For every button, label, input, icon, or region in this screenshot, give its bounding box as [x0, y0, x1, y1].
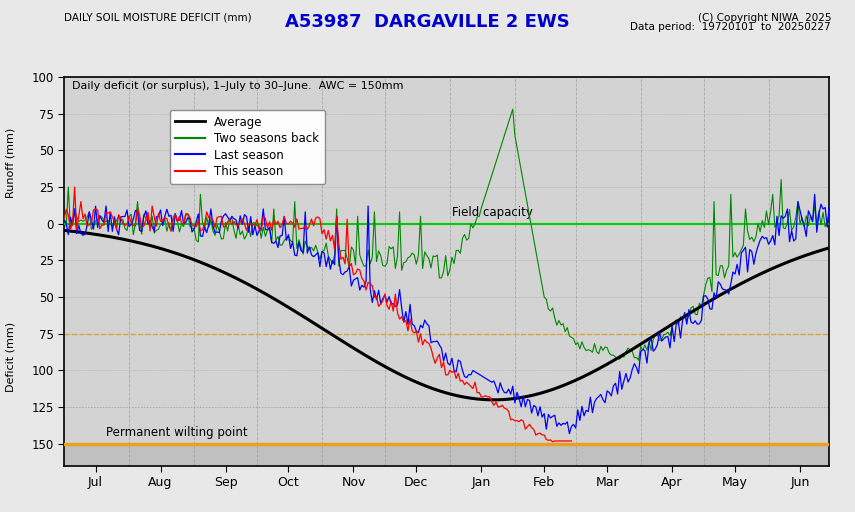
- Text: Runoff (mm): Runoff (mm): [6, 127, 15, 198]
- Text: Daily deficit (or surplus), 1–July to 30–June.  AWC = 150mm: Daily deficit (or surplus), 1–July to 30…: [72, 81, 404, 91]
- Text: Deficit (mm): Deficit (mm): [6, 322, 15, 392]
- Text: Permanent wilting point: Permanent wilting point: [106, 426, 248, 439]
- Text: Data period:  19720101  to  20250227: Data period: 19720101 to 20250227: [630, 22, 831, 32]
- Text: (C) Copyright NIWA  2025: (C) Copyright NIWA 2025: [698, 13, 831, 23]
- Bar: [64, 444, 829, 466]
- Text: DAILY SOIL MOISTURE DEFICIT (mm): DAILY SOIL MOISTURE DEFICIT (mm): [64, 13, 251, 23]
- Text: Field capacity: Field capacity: [452, 206, 533, 219]
- Legend: Average, Two seasons back, Last season, This season: Average, Two seasons back, Last season, …: [169, 110, 325, 184]
- Text: A53987  DARGAVILLE 2 EWS: A53987 DARGAVILLE 2 EWS: [285, 13, 570, 31]
